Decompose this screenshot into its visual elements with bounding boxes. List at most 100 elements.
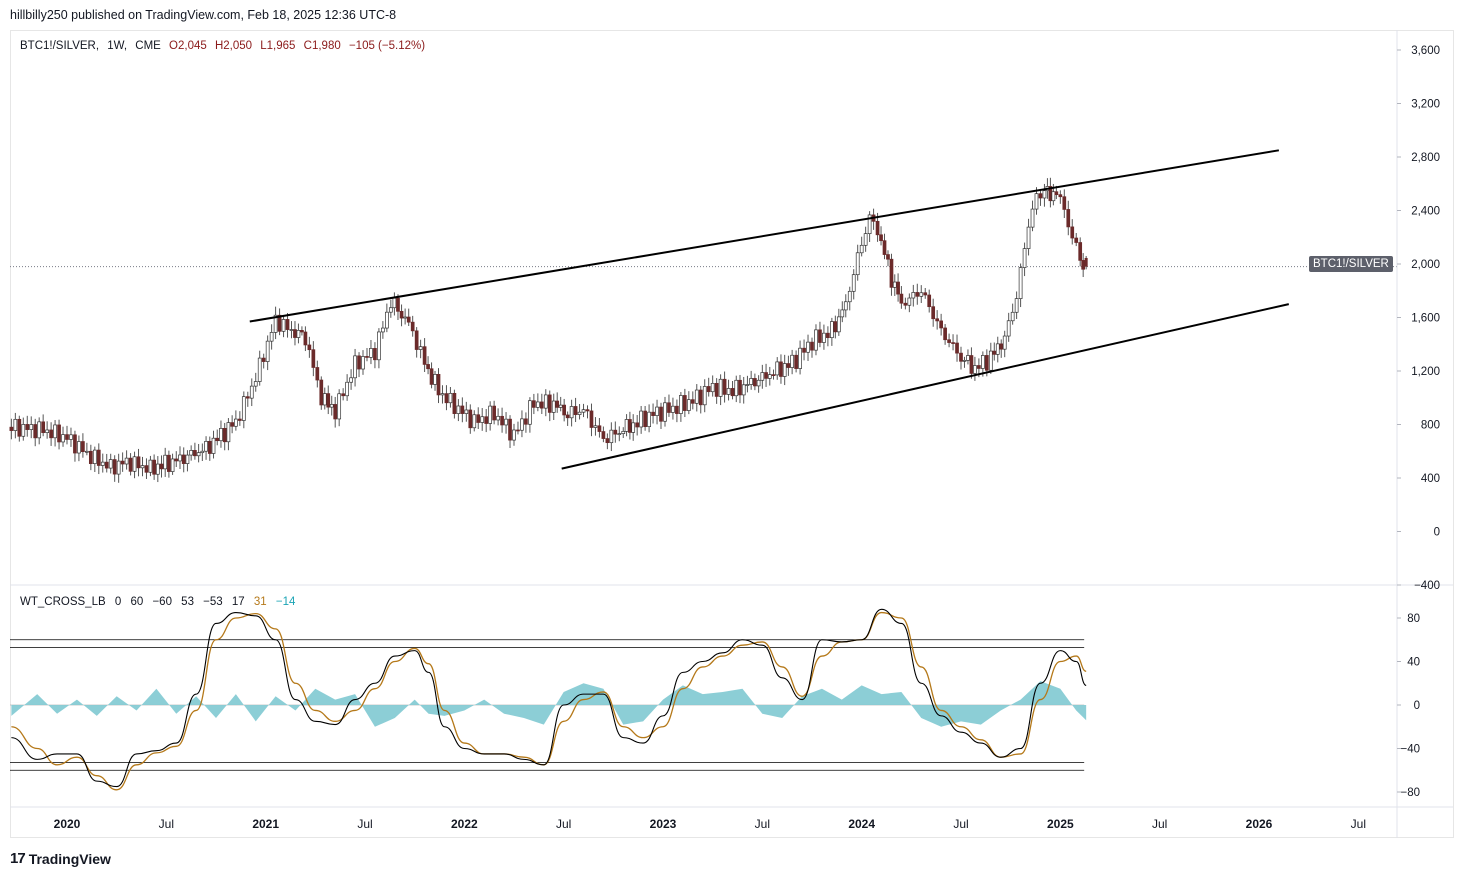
candle-body [1030, 208, 1035, 228]
candle-body [984, 355, 989, 371]
candle-body [436, 373, 441, 396]
candle-body [635, 422, 640, 428]
candle-body [1062, 196, 1067, 210]
candle-body [520, 418, 524, 431]
candle-body [760, 372, 765, 381]
price-tick-label: 2,800 [1411, 152, 1440, 164]
candle-body [855, 252, 860, 276]
candle-body [452, 392, 457, 414]
candle-body [345, 381, 349, 397]
candle-body [88, 450, 93, 464]
candle-body [631, 422, 636, 433]
legend-close: C1,980 [303, 40, 341, 52]
candle-body [429, 368, 434, 385]
candle-body [108, 459, 113, 469]
candle-body [836, 316, 841, 333]
candle-body [204, 440, 208, 452]
candle-body [448, 392, 453, 404]
candle-body [418, 346, 423, 350]
candle-body [840, 309, 845, 318]
candle-body [714, 382, 719, 397]
candle-body [577, 411, 582, 415]
candle-body [810, 341, 814, 351]
candle-body [730, 388, 735, 397]
candle-body [300, 330, 304, 333]
price-tick-label: 1,600 [1411, 313, 1440, 325]
candle-body [605, 438, 610, 444]
candle-body [17, 418, 22, 437]
candle-body [69, 434, 73, 440]
candle-body [659, 406, 663, 422]
candle-body [859, 244, 864, 254]
legend-symbol: BTC1!/SILVER, [20, 40, 100, 52]
candle-body [96, 449, 101, 466]
candle-body [686, 399, 691, 411]
candle-body [136, 456, 141, 469]
candle-body [543, 394, 548, 409]
osc-tick-label: 0 [1414, 700, 1420, 712]
candle-body [999, 343, 1004, 350]
candle-body [931, 306, 936, 320]
candle-body [806, 341, 810, 353]
candle-body [702, 386, 707, 406]
candle-body [226, 422, 231, 443]
legend-change: −105 (−5.12%) [348, 40, 426, 52]
candle-body [488, 405, 493, 424]
candle-body [843, 301, 848, 311]
candle-body [163, 454, 168, 470]
candle-body [597, 425, 602, 432]
candle-body [132, 456, 137, 472]
candle-body [468, 409, 473, 429]
candle-body [406, 316, 411, 323]
candle-body [13, 418, 18, 431]
last-price-tag: BTC1!/SILVER [1309, 256, 1393, 272]
candle-body [403, 316, 407, 319]
candle-body [767, 374, 772, 379]
candle-body [422, 346, 427, 365]
candle-body [535, 401, 540, 408]
candle-body [539, 401, 544, 409]
candle-body [399, 310, 404, 319]
candle-body [120, 460, 125, 465]
candle-body [524, 418, 528, 425]
candle-body [257, 357, 262, 382]
candle-body [112, 459, 117, 475]
tradingview-logo[interactable]: 17 TradingView [10, 850, 111, 867]
candle-body [277, 314, 282, 332]
candle-body [722, 378, 727, 395]
candle-body [381, 327, 385, 333]
candle-body [565, 414, 570, 419]
candle-body [955, 342, 959, 354]
candle-body [496, 415, 500, 421]
time-axis-label: 2026 [1246, 817, 1273, 831]
candle-body [369, 348, 373, 358]
candle-body [249, 385, 254, 399]
oscillator-legend: WT_CROSS_LB 0 60 −60 53 −53 17 31 −14 [20, 596, 301, 608]
candle-body [886, 254, 890, 260]
candle-body [484, 416, 489, 424]
price-tick-label: 3,200 [1411, 99, 1440, 111]
price-tick-label: 800 [1421, 420, 1440, 432]
candle-body [410, 321, 415, 332]
candle-body [585, 409, 590, 412]
candle-body [170, 458, 175, 472]
candle-body [647, 411, 651, 428]
candle-body [311, 349, 316, 368]
candle-body [822, 332, 826, 343]
candle-body [174, 458, 179, 462]
candle-body [237, 418, 242, 421]
candle-body [296, 330, 301, 338]
candle-body [357, 355, 361, 370]
candle-body [655, 406, 659, 416]
candle-body [200, 450, 205, 454]
candle-body [734, 379, 739, 397]
candle-body [643, 410, 647, 428]
candle-body [337, 393, 342, 420]
candle-body [319, 379, 324, 406]
candle-body [512, 429, 516, 441]
candle-body [181, 454, 186, 464]
candle-body [322, 393, 327, 406]
candle-body [802, 347, 806, 353]
candle-body [1038, 193, 1043, 199]
